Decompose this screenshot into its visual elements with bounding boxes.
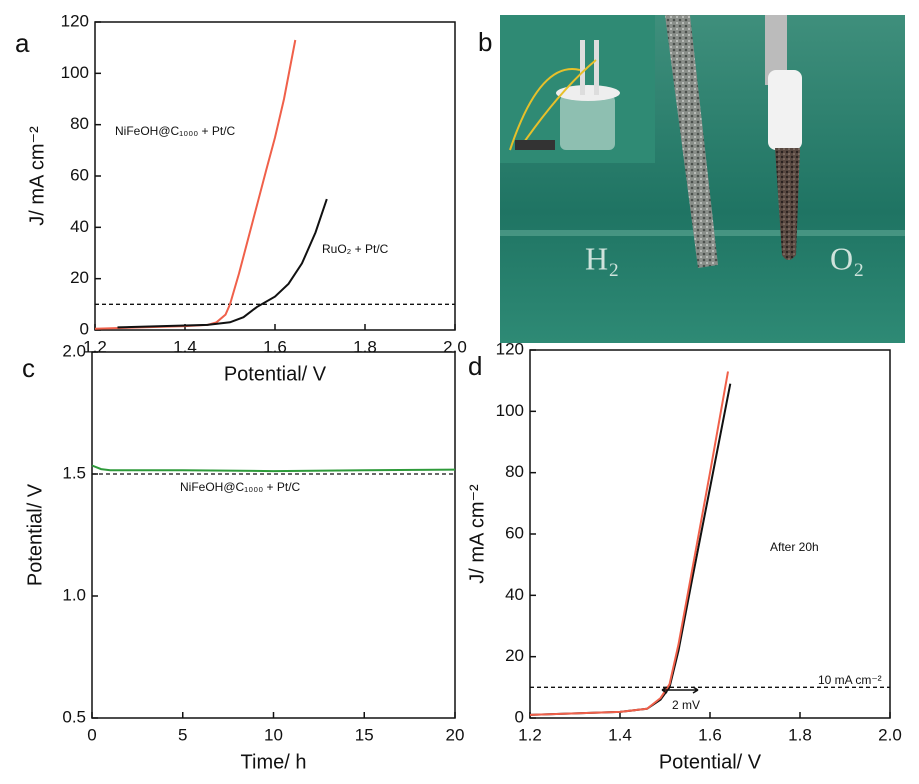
electrode-clip xyxy=(765,15,787,85)
x-tick-label: 1.2 xyxy=(518,725,542,744)
annotation: 10 mA cm⁻² xyxy=(818,673,882,687)
series-label: RuO₂ + Pt/C xyxy=(322,242,389,256)
panel-label: c xyxy=(22,353,35,383)
data-line xyxy=(529,383,732,716)
x-axis-label: Potential/ V xyxy=(659,751,762,773)
x-tick-label: 15 xyxy=(355,725,374,744)
electrode-h2 xyxy=(665,15,718,268)
panel-label: a xyxy=(15,28,30,58)
plot-frame xyxy=(529,349,891,719)
photo-label: H₂ xyxy=(585,240,619,276)
y-tick-label: 40 xyxy=(505,585,524,604)
y-tick-label: 100 xyxy=(496,401,524,420)
series-label: NiFeOH@C₁₀₀₀ + Pt/C xyxy=(180,480,301,494)
y-tick-label: 0 xyxy=(80,319,89,338)
electrode-holder xyxy=(768,70,802,150)
series-label: NiFeOH@C₁₀₀₀ + Pt/C xyxy=(115,124,236,138)
x-tick-label: 10 xyxy=(264,725,283,744)
x-axis-label: Potential/ V xyxy=(224,363,327,385)
y-tick-label: 80 xyxy=(70,114,89,133)
x-axis-label: Time/ h xyxy=(241,751,307,773)
y-tick-label: 100 xyxy=(61,63,89,82)
data-line xyxy=(117,198,328,329)
photo-label: O₂ xyxy=(830,240,864,276)
y-tick-label: 20 xyxy=(70,268,89,287)
arrow xyxy=(661,686,699,694)
y-tick-label: 120 xyxy=(61,11,89,30)
panel-label: b xyxy=(478,27,492,57)
inset-wires xyxy=(509,59,597,151)
y-tick-label: 120 xyxy=(496,339,524,358)
y-axis-label: Potential/ V xyxy=(24,483,46,586)
inset-lid xyxy=(556,85,620,101)
x-tick-label: 1.4 xyxy=(608,725,632,744)
y-tick-label: 0.5 xyxy=(62,707,86,726)
y-tick-label: 60 xyxy=(70,165,89,184)
data-line xyxy=(91,464,456,473)
y-axis-label: J/ mA cm⁻² xyxy=(466,484,488,584)
annotation: After 20h xyxy=(770,540,819,554)
panel-label: d xyxy=(468,351,482,381)
x-tick-label: 20 xyxy=(446,725,465,744)
x-tick-label: 0 xyxy=(87,725,96,744)
y-axis-label: J/ mA cm⁻² xyxy=(26,126,48,226)
x-tick-label: 2.0 xyxy=(878,725,902,744)
data-line xyxy=(94,39,297,330)
electrode-o2 xyxy=(775,148,800,260)
x-tick-label: 1.6 xyxy=(698,725,722,744)
x-tick-label: 1.8 xyxy=(353,337,377,356)
plot-frame xyxy=(94,21,456,331)
inset-cell xyxy=(560,95,615,150)
inset-battery xyxy=(515,140,555,150)
photo: H₂ O₂ xyxy=(500,15,905,343)
x-tick-label: 1.2 xyxy=(83,337,107,356)
y-tick-label: 40 xyxy=(70,217,89,236)
x-tick-label: 1.8 xyxy=(788,725,812,744)
plot-frame xyxy=(91,351,456,719)
y-tick-label: 1.0 xyxy=(62,585,86,604)
y-tick-label: 20 xyxy=(505,646,524,665)
x-tick-label: 1.4 xyxy=(173,337,197,356)
y-tick-label: 0 xyxy=(515,707,524,726)
y-tick-label: 1.5 xyxy=(62,463,86,482)
y-tick-label: 60 xyxy=(505,523,524,542)
x-tick-label: 5 xyxy=(178,725,187,744)
y-tick-label: 80 xyxy=(505,462,524,481)
inset-electrode xyxy=(594,40,599,95)
y-tick-label: 2.0 xyxy=(62,341,86,360)
x-tick-label: 1.6 xyxy=(263,337,287,356)
inset-electrode xyxy=(580,40,585,95)
annotation: 2 mV xyxy=(672,698,700,712)
